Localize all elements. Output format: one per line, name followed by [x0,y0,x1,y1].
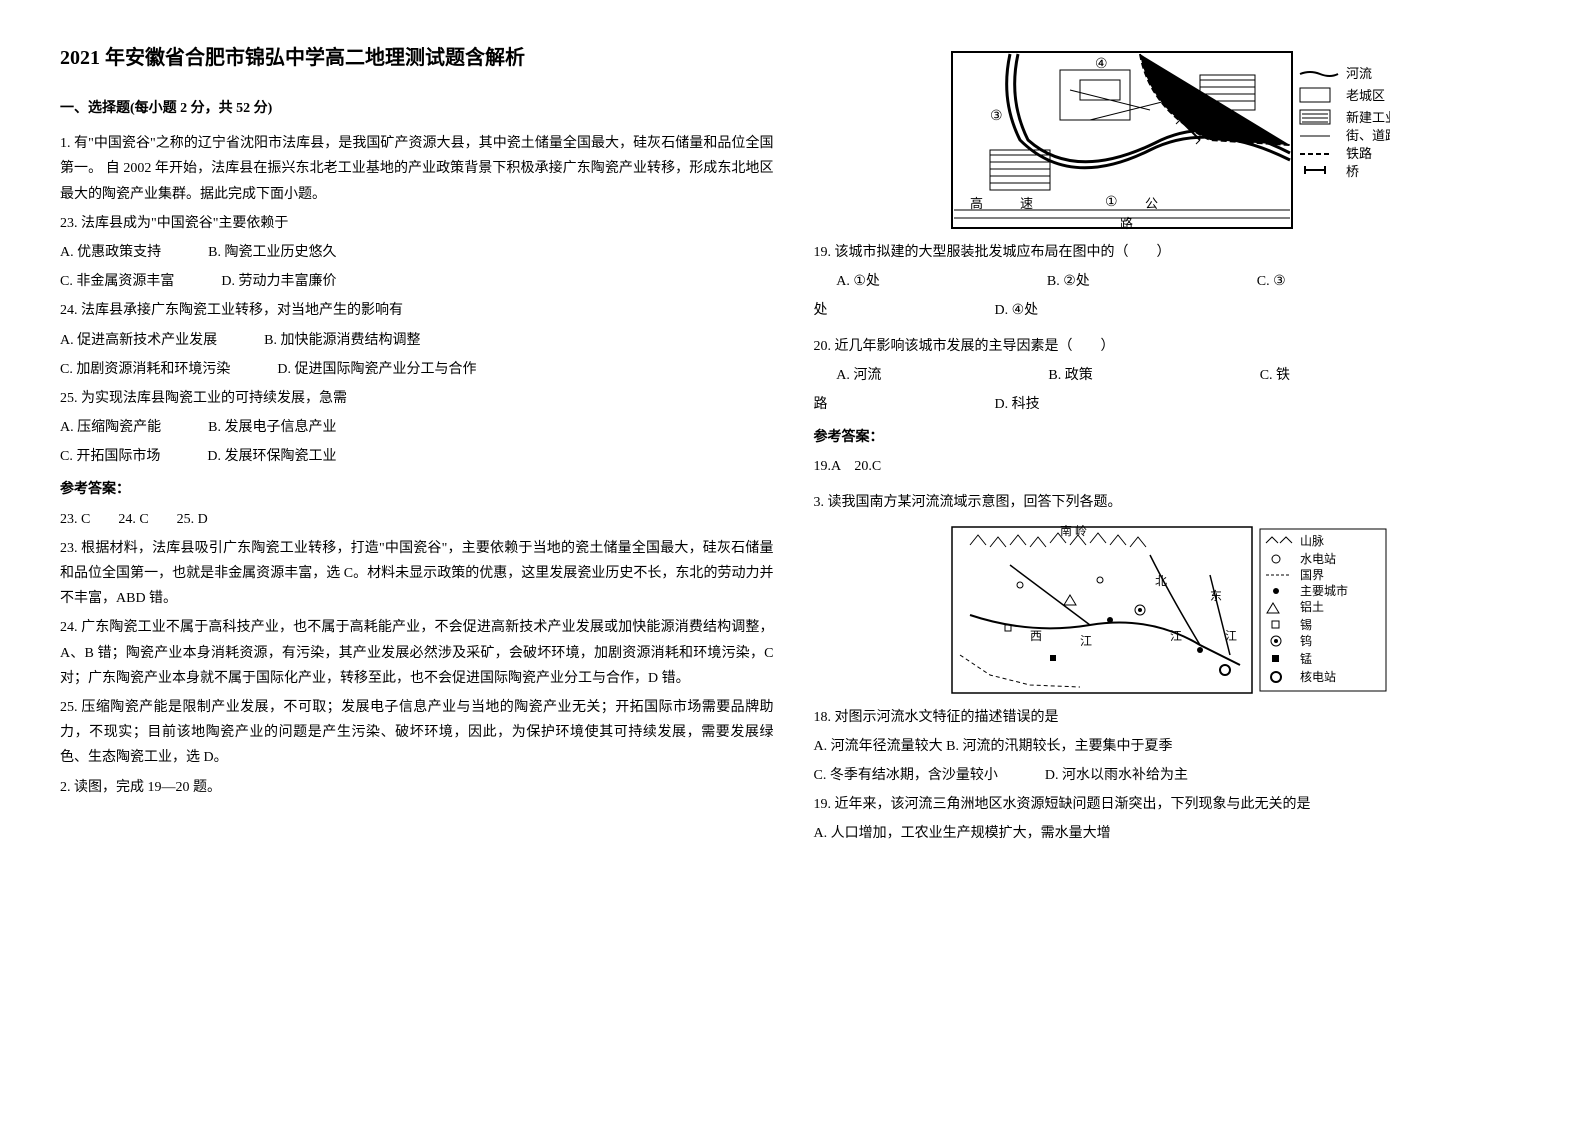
q20-stem: 20. 近几年影响该城市发展的主导因素是（ ） [814,334,1528,359]
q23-option-d: D. 劳动力丰富廉价 [221,274,336,289]
legend-railway: 铁路 [1346,146,1372,161]
label-nanling: 南 岭 [1060,525,1087,538]
q19-options-2: 处 D. ④处 [814,298,1528,323]
city-map-figure: ① ② ③ ④ 高 速 公 路 河流 老城区 新建工业区 [814,50,1528,230]
q18-stem: 18. 对图示河流水文特征的描述错误的是 [814,705,1528,730]
legend-new-zone: 新建工业区 [1346,110,1390,125]
exp25: 25. 压缩陶瓷产能是限制产业发展，不可取；发展电子信息产业与当地的陶瓷产业无关… [60,695,774,771]
q20-options-2: 路 D. 科技 [814,392,1528,417]
label-su: 速 [1020,196,1033,211]
q20-option-d: D. 科技 [995,397,1040,412]
exp24: 24. 广东陶瓷工业不属于高科技产业，也不属于高耗能产业，不会促进高新技术产业发… [60,615,774,691]
q18-options-ab: A. 河流年径流量较大 B. 河流的汛期较长，主要集中于夏季 [814,734,1528,759]
svg-text:③: ③ [990,109,1003,124]
label-lu: 路 [1120,216,1133,230]
answer-line: 23. C 24. C 25. D [60,507,774,532]
q1-intro: 1. 有"中国瓷谷"之称的辽宁省沈阳市法库县，是我国矿产资源大县，其中瓷土储量全… [60,131,774,207]
q19-stem: 19. 该城市拟建的大型服装批发城应布局在图中的（ ） [814,240,1528,265]
q25-stem: 25. 为实现法库县陶瓷工业的可持续发展，急需 [60,386,774,411]
svg-text:东: 东 [1210,589,1222,603]
q25-option-d: D. 发展环保陶瓷工业 [207,449,336,464]
q18-option-d: D. 河水以雨水补给为主 [1045,768,1188,783]
q24-option-a: A. 促进高新技术产业发展 [60,333,217,348]
svg-text:北: 北 [1155,574,1167,588]
svg-text:江: 江 [1170,629,1182,643]
q18-option-a: A. 河流年径流量较大 [814,739,943,754]
q19b-option-a: A. 人口增加，工农业生产规模扩大，需水量大增 [814,821,1528,846]
label-gao: 高 [970,196,983,211]
document-page: 2021 年安徽省合肥市锦弘中学高二地理测试题含解析 一、选择题(每小题 2 分… [60,40,1527,851]
river-map-figure: 南 岭 西 江 北 东 江 江 [814,525,1528,695]
q20-option-a: A. 河流 [836,368,881,383]
q20-option-c: C. 铁 [1260,368,1290,383]
q25-option-b: B. 发展电子信息产业 [208,420,336,435]
q3-intro: 3. 读我国南方某河流流域示意图，回答下列各题。 [814,490,1528,515]
q25-options-cd: C. 开拓国际市场 D. 发展环保陶瓷工业 [60,444,774,469]
svg-text:①: ① [1105,195,1118,210]
svg-text:②: ② [1225,124,1238,139]
q19-options-1: A. ①处 B. ②处 C. ③ [814,269,1528,294]
q23-stem: 23. 法库县成为"中国瓷谷"主要依赖于 [60,211,774,236]
q19-option-c: C. ③ [1257,274,1286,289]
legend-w: 钨 [1300,633,1312,648]
q24-stem: 24. 法库县承接广东陶瓷工业转移，对当地产生的影响有 [60,298,774,323]
q20-options-1: A. 河流 B. 政策 C. 铁 [814,363,1528,388]
document-title: 2021 年安徽省合肥市锦弘中学高二地理测试题含解析 [60,40,774,76]
q24-option-b: B. 加快能源消费结构调整 [264,333,420,348]
right-column: ① ② ③ ④ 高 速 公 路 河流 老城区 新建工业区 [814,40,1528,851]
q25-option-a: A. 压缩陶瓷产能 [60,420,161,435]
svg-text:④: ④ [1095,57,1108,72]
q24-options-ab: A. 促进高新技术产业发展 B. 加快能源消费结构调整 [60,328,774,353]
label-gong: 公 [1145,196,1158,211]
city-map-svg: ① ② ③ ④ 高 速 公 路 河流 老城区 新建工业区 [950,50,1390,230]
legend-sn: 锡 [1300,617,1312,632]
svg-text:江: 江 [1080,634,1092,648]
svg-text:西: 西 [1030,629,1042,643]
q23-options-ab: A. 优惠政策支持 B. 陶瓷工业历史悠久 [60,240,774,265]
q23-option-c: C. 非金属资源丰富 [60,274,174,289]
section-heading: 一、选择题(每小题 2 分，共 52 分) [60,96,774,121]
legend-bridge: 桥 [1346,164,1359,179]
legend-city: 主要城市 [1300,583,1348,598]
answer-label-2: 参考答案： [814,425,1528,450]
q18-options-cd: C. 冬季有结冰期，含沙量较小 D. 河水以雨水补给为主 [814,763,1528,788]
q19b-stem: 19. 近年来，该河流三角洲地区水资源短缺问题日渐突出，下列现象与此无关的是 [814,792,1528,817]
legend-road: 街、道路 [1346,128,1390,143]
legend-mountain: 山脉 [1300,533,1324,548]
q19-option-c2: 处 [814,303,828,318]
q23-option-b: B. 陶瓷工业历史悠久 [208,245,336,260]
q19-option-d: D. ④处 [995,303,1039,318]
legend-old-city: 老城区 [1346,88,1385,103]
q25-options-ab: A. 压缩陶瓷产能 B. 发展电子信息产业 [60,415,774,440]
left-column: 2021 年安徽省合肥市锦弘中学高二地理测试题含解析 一、选择题(每小题 2 分… [60,40,774,851]
legend-border: 国界 [1300,568,1324,582]
legend-river: 河流 [1346,66,1372,81]
legend-al: 铝土 [1300,599,1324,614]
q19-option-a: A. ①处 [836,274,880,289]
answer-line-2: 19.A 20.C [814,454,1528,479]
legend-nuclear: 核电站 [1300,670,1336,684]
q20-option-b: B. 政策 [1048,368,1092,383]
q2-intro: 2. 读图，完成 19—20 题。 [60,775,774,800]
q18-option-b: B. 河流的汛期较长，主要集中于夏季 [946,739,1172,754]
q24-option-c: C. 加剧资源消耗和环境污染 [60,362,230,377]
answer-label: 参考答案： [60,477,774,502]
q23-options-cd: C. 非金属资源丰富 D. 劳动力丰富廉价 [60,269,774,294]
svg-text:江: 江 [1225,629,1237,643]
q24-option-d: D. 促进国际陶瓷产业分工与合作 [277,362,476,377]
q19-option-b: B. ②处 [1047,274,1090,289]
legend-hydro: 水电站 [1300,552,1336,566]
q23-option-a: A. 优惠政策支持 [60,245,161,260]
q24-options-cd: C. 加剧资源消耗和环境污染 D. 促进国际陶瓷产业分工与合作 [60,357,774,382]
river-map-svg: 南 岭 西 江 北 东 江 江 [950,525,1390,695]
q20-option-c2: 路 [814,397,828,412]
exp23: 23. 根据材料，法库县吸引广东陶瓷工业转移，打造"中国瓷谷"，主要依赖于当地的… [60,536,774,612]
q18-option-c: C. 冬季有结冰期，含沙量较小 [814,768,998,783]
q25-option-c: C. 开拓国际市场 [60,449,160,464]
legend-mn: 锰 [1300,651,1312,666]
